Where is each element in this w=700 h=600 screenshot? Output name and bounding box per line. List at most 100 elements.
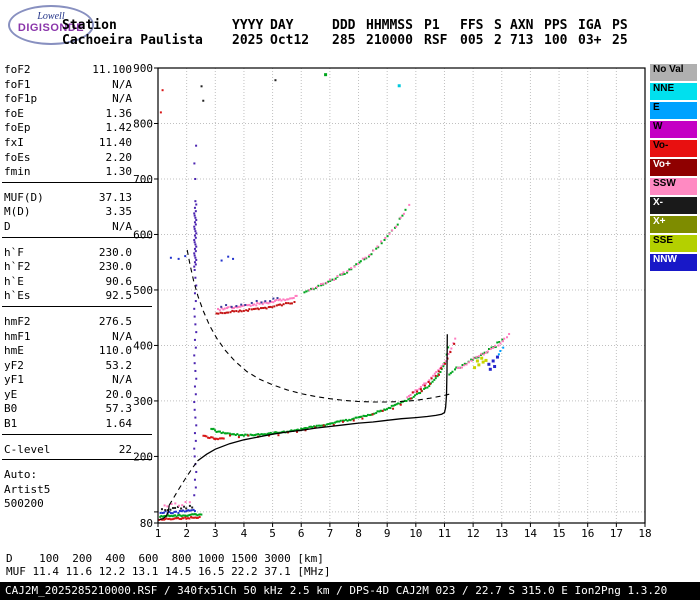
param-footer-row: Auto: bbox=[2, 468, 132, 483]
echo-dot bbox=[392, 404, 395, 407]
muf-row: MUF 11.4 11.6 12.2 13.1 14.5 16.5 22.2 3… bbox=[6, 565, 331, 578]
x-axis-label: 13 bbox=[495, 527, 508, 540]
echo-dot bbox=[495, 355, 499, 359]
header-label: P1 bbox=[424, 18, 440, 33]
echo-dot bbox=[231, 433, 234, 436]
echo-dot-single bbox=[200, 85, 203, 88]
echo-dot bbox=[192, 516, 195, 519]
series-hop2-pink2 bbox=[308, 203, 411, 292]
echo-dot bbox=[346, 270, 349, 273]
y-axis-label: 200 bbox=[133, 450, 153, 463]
echo-dot bbox=[287, 298, 290, 301]
echo-dot bbox=[342, 271, 345, 274]
param-row: fxI 11.40 bbox=[2, 136, 132, 151]
echo-dot bbox=[193, 494, 196, 497]
param-value: 3.35 bbox=[105, 205, 133, 219]
param-group: MUF(D) 37.13 M(D) 3.35 D N/A bbox=[2, 191, 152, 238]
echo-dot bbox=[229, 305, 232, 308]
echo-dot bbox=[289, 302, 292, 305]
echo-dot bbox=[432, 374, 435, 377]
echo-dot bbox=[180, 515, 183, 518]
echo-dot bbox=[174, 502, 177, 505]
echo-dot bbox=[231, 306, 234, 309]
header-col-ps: PS 25 bbox=[612, 18, 636, 48]
echo-dot bbox=[472, 357, 475, 360]
echo-dot bbox=[435, 370, 438, 373]
echo-dot bbox=[357, 263, 360, 266]
echo-dot bbox=[203, 434, 206, 437]
echo-dot bbox=[506, 336, 509, 339]
echo-dot bbox=[195, 232, 198, 235]
echo-dot bbox=[388, 232, 391, 235]
echo-dot bbox=[368, 414, 371, 417]
series-hop2-red bbox=[215, 301, 296, 315]
param-label: yF2 bbox=[4, 358, 24, 372]
echo-dot bbox=[188, 501, 191, 504]
echo-dot bbox=[250, 308, 253, 311]
header-label: PS bbox=[612, 18, 628, 33]
param-row: h`E 90.6 bbox=[2, 275, 132, 290]
echo-dot bbox=[367, 255, 370, 258]
echo-dot bbox=[159, 511, 162, 514]
x-axis-label: 9 bbox=[384, 527, 391, 540]
echo-dot bbox=[370, 413, 373, 416]
x-axis-label: 2 bbox=[183, 527, 190, 540]
echo-dot bbox=[395, 225, 398, 228]
echo-dot bbox=[386, 408, 389, 411]
echo-dot bbox=[195, 258, 198, 261]
echo-dots bbox=[158, 73, 511, 521]
echo-dot bbox=[275, 299, 278, 302]
echo-dot bbox=[423, 384, 426, 387]
echo-dot bbox=[438, 367, 441, 370]
echo-dot bbox=[222, 431, 225, 434]
echo-dot bbox=[194, 439, 197, 442]
echo-dot bbox=[221, 312, 224, 315]
echo-dot bbox=[236, 433, 239, 436]
echo-dot bbox=[487, 348, 490, 351]
param-label: fxI bbox=[4, 135, 24, 149]
echo-dot bbox=[265, 307, 268, 310]
param-row: h`Es 92.5 bbox=[2, 289, 132, 304]
echo-dot bbox=[423, 382, 426, 385]
echo-dot bbox=[343, 272, 346, 275]
echo-dot bbox=[169, 512, 172, 515]
echo-dot bbox=[277, 303, 280, 306]
echo-dot bbox=[252, 434, 255, 437]
echo-dot bbox=[195, 513, 198, 516]
y-axis-label: 80 bbox=[140, 517, 153, 530]
echo-dot bbox=[368, 254, 371, 257]
echo-dot bbox=[193, 212, 196, 215]
echo-dot bbox=[271, 306, 274, 309]
echo-dot bbox=[178, 509, 181, 512]
echo-dot bbox=[355, 263, 358, 266]
echo-dot bbox=[475, 359, 479, 363]
echo-dot bbox=[190, 509, 193, 512]
echo-dot bbox=[261, 303, 264, 306]
echo-dot bbox=[387, 406, 390, 409]
legend-item-w: W bbox=[650, 121, 697, 138]
echo-dot bbox=[193, 225, 196, 228]
series-F-trace-red-scatter bbox=[228, 373, 440, 439]
echo-dot bbox=[404, 208, 407, 211]
echo-dot bbox=[180, 510, 183, 513]
param-footer-label: 500200 bbox=[4, 497, 44, 511]
param-row: foEs 2.20 bbox=[2, 151, 132, 166]
echo-dot bbox=[416, 389, 419, 392]
echo-dot bbox=[296, 428, 299, 431]
header-value: 03+ bbox=[578, 33, 602, 48]
echo-dot bbox=[247, 309, 250, 312]
echo-dot bbox=[383, 238, 386, 241]
echo-dot bbox=[256, 307, 259, 310]
echo-dot bbox=[195, 245, 198, 248]
param-label: foF2 bbox=[4, 63, 31, 76]
echo-dot bbox=[362, 414, 365, 417]
echo-dot bbox=[220, 437, 223, 440]
echo-dot bbox=[285, 302, 288, 305]
echo-dot bbox=[322, 282, 325, 285]
echo-dot-single bbox=[324, 73, 328, 77]
echo-dot bbox=[227, 311, 230, 314]
echo-dot bbox=[164, 510, 167, 513]
echo-dot bbox=[188, 517, 191, 520]
echo-dot bbox=[194, 300, 197, 303]
echo-dot bbox=[270, 300, 273, 303]
